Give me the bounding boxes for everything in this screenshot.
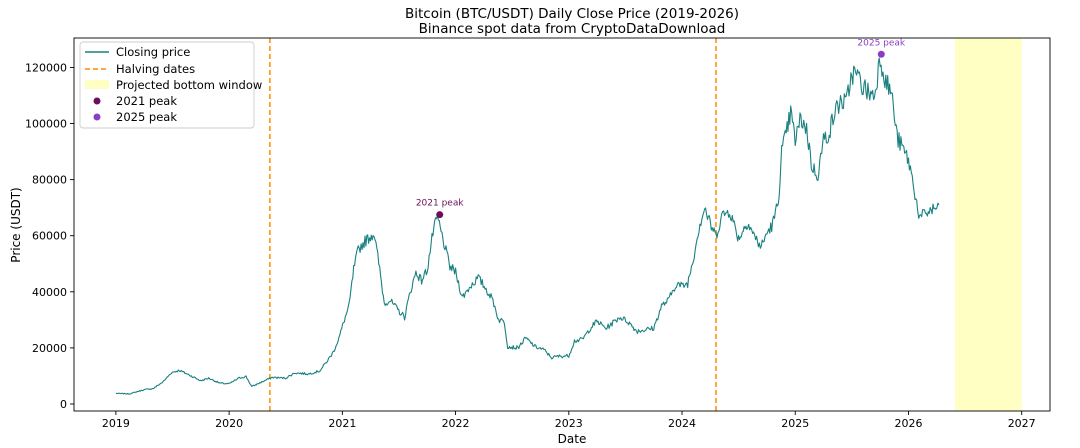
x-tick-label: 2022 xyxy=(442,417,470,430)
legend-box xyxy=(79,41,255,129)
x-tick-label: 2019 xyxy=(102,417,130,430)
x-axis-title: Date xyxy=(558,432,587,446)
y-tick-label: 40000 xyxy=(32,286,67,299)
peak-marker-2025 xyxy=(877,50,885,58)
legend-swatch-2025-peak xyxy=(93,113,101,121)
y-tick-label: 100000 xyxy=(25,118,67,131)
halving-layer xyxy=(269,38,717,411)
y-tick-label: 80000 xyxy=(32,174,67,187)
chart-subtitle: Binance spot data from CryptoDataDownloa… xyxy=(419,21,726,37)
y-tick-label: 120000 xyxy=(25,61,67,74)
projected-bottom-window xyxy=(954,38,1022,411)
x-tick-label: 2025 xyxy=(781,417,809,430)
x-axis-ticks: 2019 2020 2021 2022 2023 2024 2025 2026 2027 xyxy=(102,411,1036,430)
y-tick-label: 60000 xyxy=(32,230,67,243)
x-tick-label: 2023 xyxy=(555,417,583,430)
legend-label-2025-peak: 2025 peak xyxy=(116,110,177,124)
legend-swatch-2021-peak xyxy=(93,97,101,105)
x-tick-label: 2020 xyxy=(215,417,243,430)
peak-layer: 2021 peak 2025 peak xyxy=(416,38,906,219)
y-axis-title: Price (USDT) xyxy=(9,187,23,262)
y-tick-label: 0 xyxy=(60,398,67,411)
y-axis-ticks: 0 20000 40000 60000 80000 100000 120000 xyxy=(25,61,74,411)
legend-label-2021-peak: 2021 peak xyxy=(116,94,177,108)
projected-window-layer xyxy=(954,38,1022,411)
peak-label-2021: 2021 peak xyxy=(416,199,465,209)
legend-label-halving-dates: Halving dates xyxy=(116,62,195,76)
x-tick-label: 2021 xyxy=(328,417,356,430)
series-layer xyxy=(115,57,940,395)
legend-swatch-projected-window xyxy=(85,80,109,89)
legend-label-projected-window: Projected bottom window xyxy=(116,78,262,92)
peak-marker-2021 xyxy=(436,211,444,219)
legend-label-closing-price: Closing price xyxy=(116,45,190,59)
x-tick-label: 2024 xyxy=(668,417,696,430)
legend: Closing price Halving dates Projected bo… xyxy=(79,41,262,129)
closing-price-line xyxy=(115,57,940,395)
plot-frame xyxy=(73,37,1051,412)
x-tick-label: 2026 xyxy=(894,417,922,430)
chart-title: Bitcoin (BTC/USDT) Daily Close Price (20… xyxy=(405,6,739,22)
peak-label-2025: 2025 peak xyxy=(857,38,906,48)
y-tick-label: 20000 xyxy=(32,342,67,355)
x-tick-label: 2027 xyxy=(1008,417,1036,430)
